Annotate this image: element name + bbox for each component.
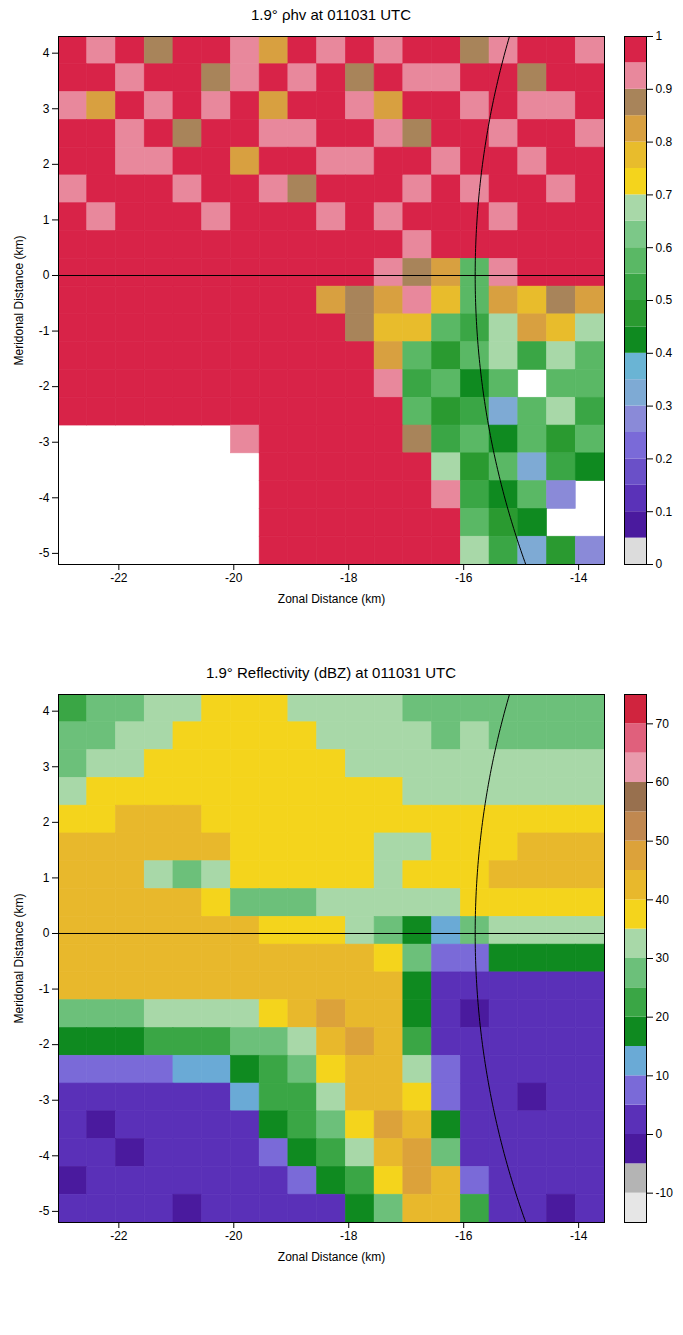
svg-text:1: 1: [43, 871, 50, 885]
svg-text:60: 60: [656, 775, 670, 789]
svg-text:-2: -2: [39, 379, 50, 393]
svg-text:0.9: 0.9: [656, 82, 673, 96]
svg-text:1: 1: [43, 213, 50, 227]
svg-text:3: 3: [43, 760, 50, 774]
svg-text:-5: -5: [39, 546, 50, 560]
svg-text:-20: -20: [225, 1229, 243, 1243]
svg-text:70: 70: [656, 717, 670, 731]
svg-text:Meridonal Distance (km): Meridonal Distance (km): [12, 235, 26, 365]
svg-text:0.1: 0.1: [656, 505, 673, 519]
svg-text:1: 1: [656, 30, 663, 43]
svg-text:0.7: 0.7: [656, 188, 673, 202]
svg-text:-22: -22: [110, 571, 128, 585]
svg-text:-2: -2: [39, 1037, 50, 1051]
svg-text:0: 0: [656, 1127, 663, 1141]
svg-text:-20: -20: [225, 571, 243, 585]
svg-text:-16: -16: [455, 571, 473, 585]
svg-text:2: 2: [43, 815, 50, 829]
svg-text:30: 30: [656, 951, 670, 965]
svg-text:0: 0: [43, 926, 50, 940]
svg-text:-3: -3: [39, 435, 50, 449]
svg-text:20: 20: [656, 1010, 670, 1024]
svg-text:-18: -18: [340, 571, 358, 585]
svg-text:Zonal Distance (km): Zonal Distance (km): [278, 1250, 385, 1264]
svg-text:0: 0: [656, 557, 663, 571]
html-text:1.9° ρhv at 011031 UTC: 1.9° ρhv at 011031 UTC: [250, 6, 412, 23]
svg-text:0: 0: [43, 268, 50, 282]
svg-text:3: 3: [43, 102, 50, 116]
svg-text:4: 4: [43, 46, 50, 60]
svg-text:0.2: 0.2: [656, 452, 673, 466]
svg-text:50: 50: [656, 834, 670, 848]
svg-text:0.4: 0.4: [656, 346, 673, 360]
svg-text:0.6: 0.6: [656, 241, 673, 255]
svg-text:40: 40: [656, 893, 670, 907]
svg-text:-22: -22: [110, 1229, 128, 1243]
svg-text:-5: -5: [39, 1204, 50, 1218]
svg-text:0.8: 0.8: [656, 135, 673, 149]
svg-text:0.5: 0.5: [656, 293, 673, 307]
svg-text:Zonal Distance (km): Zonal Distance (km): [278, 592, 385, 606]
svg-text:-18: -18: [340, 1229, 358, 1243]
svg-text:-1: -1: [39, 982, 50, 996]
svg-text:-1: -1: [39, 324, 50, 338]
svg-text:0.3: 0.3: [656, 399, 673, 413]
svg-text:Meridonal Distance (km): Meridonal Distance (km): [12, 893, 26, 1023]
svg-text:4: 4: [43, 704, 50, 718]
svg-text:-14: -14: [570, 1229, 588, 1243]
svg-text:-14: -14: [570, 571, 588, 585]
svg-text:-4: -4: [39, 491, 50, 505]
svg-text:-16: -16: [455, 1229, 473, 1243]
svg-text:10: 10: [656, 1069, 670, 1083]
svg-text:-10: -10: [656, 1186, 674, 1200]
svg-text:-4: -4: [39, 1149, 50, 1163]
svg-text:-3: -3: [39, 1093, 50, 1107]
svg-text:2: 2: [43, 157, 50, 171]
html-text:1.9° Reflectivity (dBZ) at 011: 1.9° Reflectivity (dBZ) at 011031 UTC: [206, 664, 456, 681]
